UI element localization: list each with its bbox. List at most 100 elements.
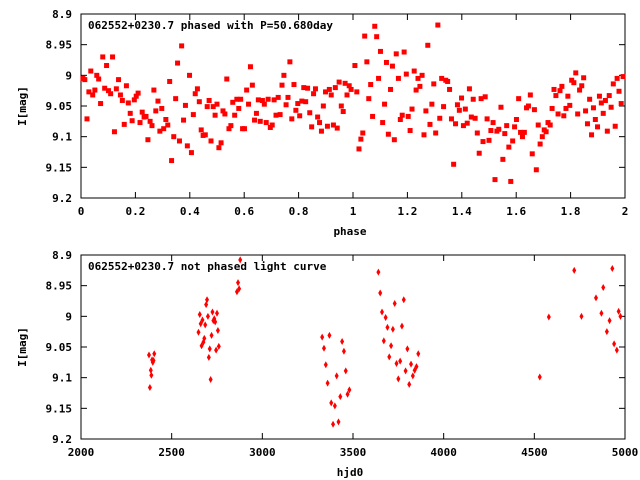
unphased-data-point	[345, 390, 350, 398]
phased-data-point	[230, 99, 236, 105]
unphased-data-point	[202, 334, 207, 342]
phased-data-point	[435, 22, 441, 28]
unphased-y-tick-label: 9.15	[46, 402, 73, 415]
unphased-data-point	[407, 380, 412, 388]
unphased-data-point	[152, 350, 157, 358]
phased-data-point	[176, 138, 182, 144]
phased-data-point	[474, 130, 480, 136]
phased-data-point	[490, 120, 496, 126]
phased-data-point	[508, 178, 514, 184]
unphased-data-point	[148, 366, 153, 374]
phased-data-point	[311, 91, 317, 97]
phased-data-point	[92, 87, 98, 93]
phased-data-point	[301, 85, 307, 91]
phased-data-point	[224, 76, 230, 82]
phased-data-point	[567, 102, 573, 108]
unphased-data-point	[604, 328, 609, 336]
unphased-data-point	[572, 266, 577, 274]
unphased-x-tick-label: 5000	[612, 446, 639, 459]
phased-data-point	[529, 151, 535, 157]
phased-data-point	[376, 75, 382, 81]
phased-y-tick-label: 9.15	[46, 161, 73, 174]
phased-data-point	[527, 92, 533, 98]
phased-data-point	[257, 118, 263, 124]
phased-data-point	[147, 118, 153, 124]
unphased-y-axis-label: I[mag]	[16, 327, 29, 367]
phased-data-point	[380, 120, 386, 126]
phased-data-point	[212, 112, 218, 118]
phased-data-point	[543, 129, 549, 135]
phased-data-point	[374, 34, 380, 40]
unphased-y-tick-label: 9.1	[52, 372, 72, 385]
unphased-data-point	[209, 331, 214, 339]
phased-data-point	[279, 82, 285, 88]
phased-data-point	[315, 114, 321, 120]
phased-data-point	[451, 161, 457, 167]
unphased-data-point	[383, 314, 388, 322]
phased-data-point	[484, 116, 490, 122]
phased-data-point	[610, 81, 616, 87]
phased-data-point	[184, 143, 190, 149]
unphased-x-tick-label: 2500	[158, 446, 185, 459]
phased-data-point	[214, 101, 220, 107]
phased-data-point	[273, 112, 279, 118]
phased-data-point	[137, 120, 143, 126]
unphased-data-point	[385, 323, 390, 331]
phased-data-point	[575, 111, 581, 117]
phased-data-point	[431, 81, 437, 87]
phased-data-point	[127, 110, 133, 116]
phased-data-point	[391, 137, 397, 143]
unphased-data-point	[347, 386, 352, 394]
unphased-data-point	[390, 325, 395, 333]
unphased-data-point	[537, 373, 542, 381]
phased-data-point	[117, 92, 123, 98]
unphased-data-point	[409, 360, 414, 368]
phased-data-point	[281, 72, 287, 78]
phased-data-point	[342, 80, 348, 86]
unphased-data-point	[200, 316, 205, 324]
phased-data-point	[307, 110, 313, 116]
phased-data-point	[602, 97, 608, 103]
phased-y-tick-label: 9.1	[52, 131, 72, 144]
phased-data-point	[192, 91, 198, 97]
phased-x-tick-label: 0.8	[289, 205, 309, 218]
phased-data-point	[323, 89, 329, 95]
unphased-data-point	[381, 337, 386, 345]
phased-data-point	[121, 121, 127, 127]
phased-x-tick-label: 1.8	[561, 205, 581, 218]
phased-data-point	[385, 131, 391, 137]
unphased-data-point	[320, 333, 325, 341]
phased-data-point	[441, 104, 447, 110]
unphased-data-point	[389, 342, 394, 350]
phased-data-point	[173, 96, 179, 102]
phased-data-point	[401, 49, 407, 55]
unphased-data-point	[206, 353, 211, 361]
phased-data-point	[595, 124, 601, 130]
phased-data-point	[555, 111, 561, 117]
phased-data-point	[423, 108, 429, 114]
phased-data-point	[620, 74, 626, 80]
phased-data-point	[606, 93, 612, 99]
phased-data-point	[119, 97, 125, 103]
phased-data-point	[145, 137, 151, 143]
unphased-data-point	[238, 256, 243, 264]
unphased-y-tick-label: 8.95	[46, 280, 73, 293]
phased-data-point	[539, 134, 545, 140]
phased-data-point	[492, 177, 498, 183]
unphased-data-point	[376, 268, 381, 276]
phased-data-point	[419, 72, 425, 78]
phased-data-point	[194, 86, 200, 92]
phased-data-point	[100, 54, 106, 60]
phased-data-point	[175, 60, 181, 66]
phased-data-point	[171, 134, 177, 140]
unphased-data-point	[403, 367, 408, 375]
phased-data-point	[596, 93, 602, 99]
phased-data-point	[90, 92, 96, 98]
unphased-data-point	[216, 342, 221, 350]
phased-data-point	[417, 83, 423, 89]
phased-data-point	[297, 113, 303, 119]
phased-data-point	[561, 113, 567, 119]
phased-data-point	[358, 136, 364, 142]
phased-data-point	[399, 112, 405, 118]
phased-data-point	[488, 128, 494, 134]
